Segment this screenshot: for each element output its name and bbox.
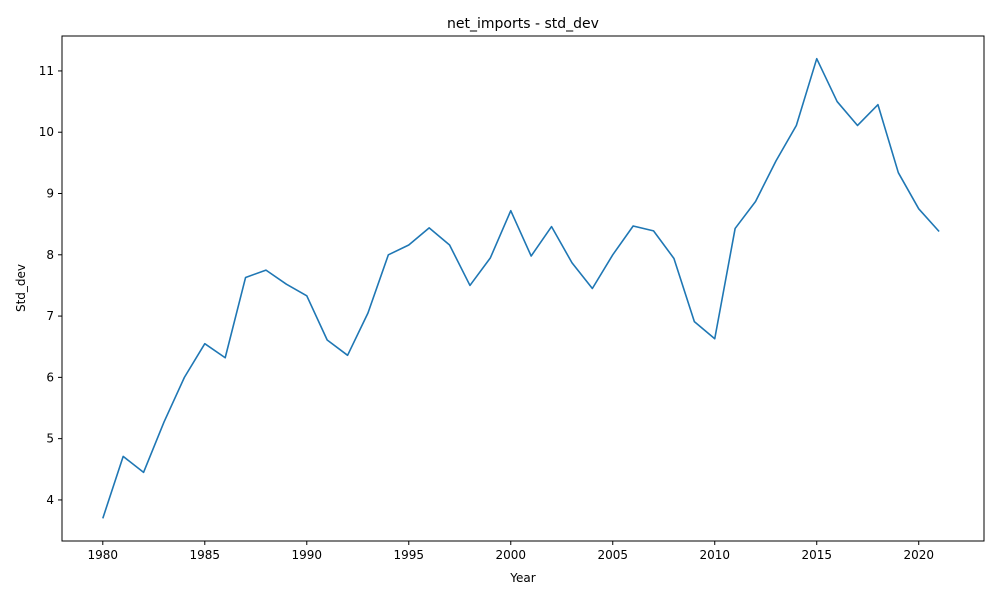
y-tick-label: 10 — [39, 125, 54, 139]
plot-frame — [61, 35, 985, 542]
y-tick-label: 9 — [46, 187, 54, 201]
chart-title: net_imports - std_dev — [447, 16, 599, 32]
series-group — [102, 57, 940, 519]
y-tick-label: 4 — [46, 493, 54, 507]
y-tick-label: 11 — [39, 64, 54, 78]
y-tick-label: 7 — [46, 309, 54, 323]
y-axis-label: Std_dev — [14, 264, 28, 312]
y-tick-label: 6 — [46, 370, 54, 384]
x-tick-label: 2005 — [597, 548, 628, 562]
y-axis: 4 5 6 7 8 9 10 11 — [39, 64, 62, 507]
x-axis-label: Year — [509, 571, 535, 585]
x-tick-label: 1995 — [393, 548, 424, 562]
y-tick-label: 5 — [46, 432, 54, 446]
x-tick-label: 1980 — [88, 548, 119, 562]
x-tick-label: 1990 — [292, 548, 323, 562]
x-tick-label: 2020 — [903, 548, 934, 562]
x-tick-label: 2015 — [801, 548, 832, 562]
series-line — [102, 57, 940, 519]
x-tick-label: 2000 — [495, 548, 526, 562]
y-tick-label: 8 — [46, 248, 54, 262]
x-axis: 1980 1985 1990 1995 2000 2005 2010 2015 2020 — [88, 541, 934, 562]
x-tick-label: 2010 — [699, 548, 730, 562]
x-tick-label: 1985 — [190, 548, 221, 562]
